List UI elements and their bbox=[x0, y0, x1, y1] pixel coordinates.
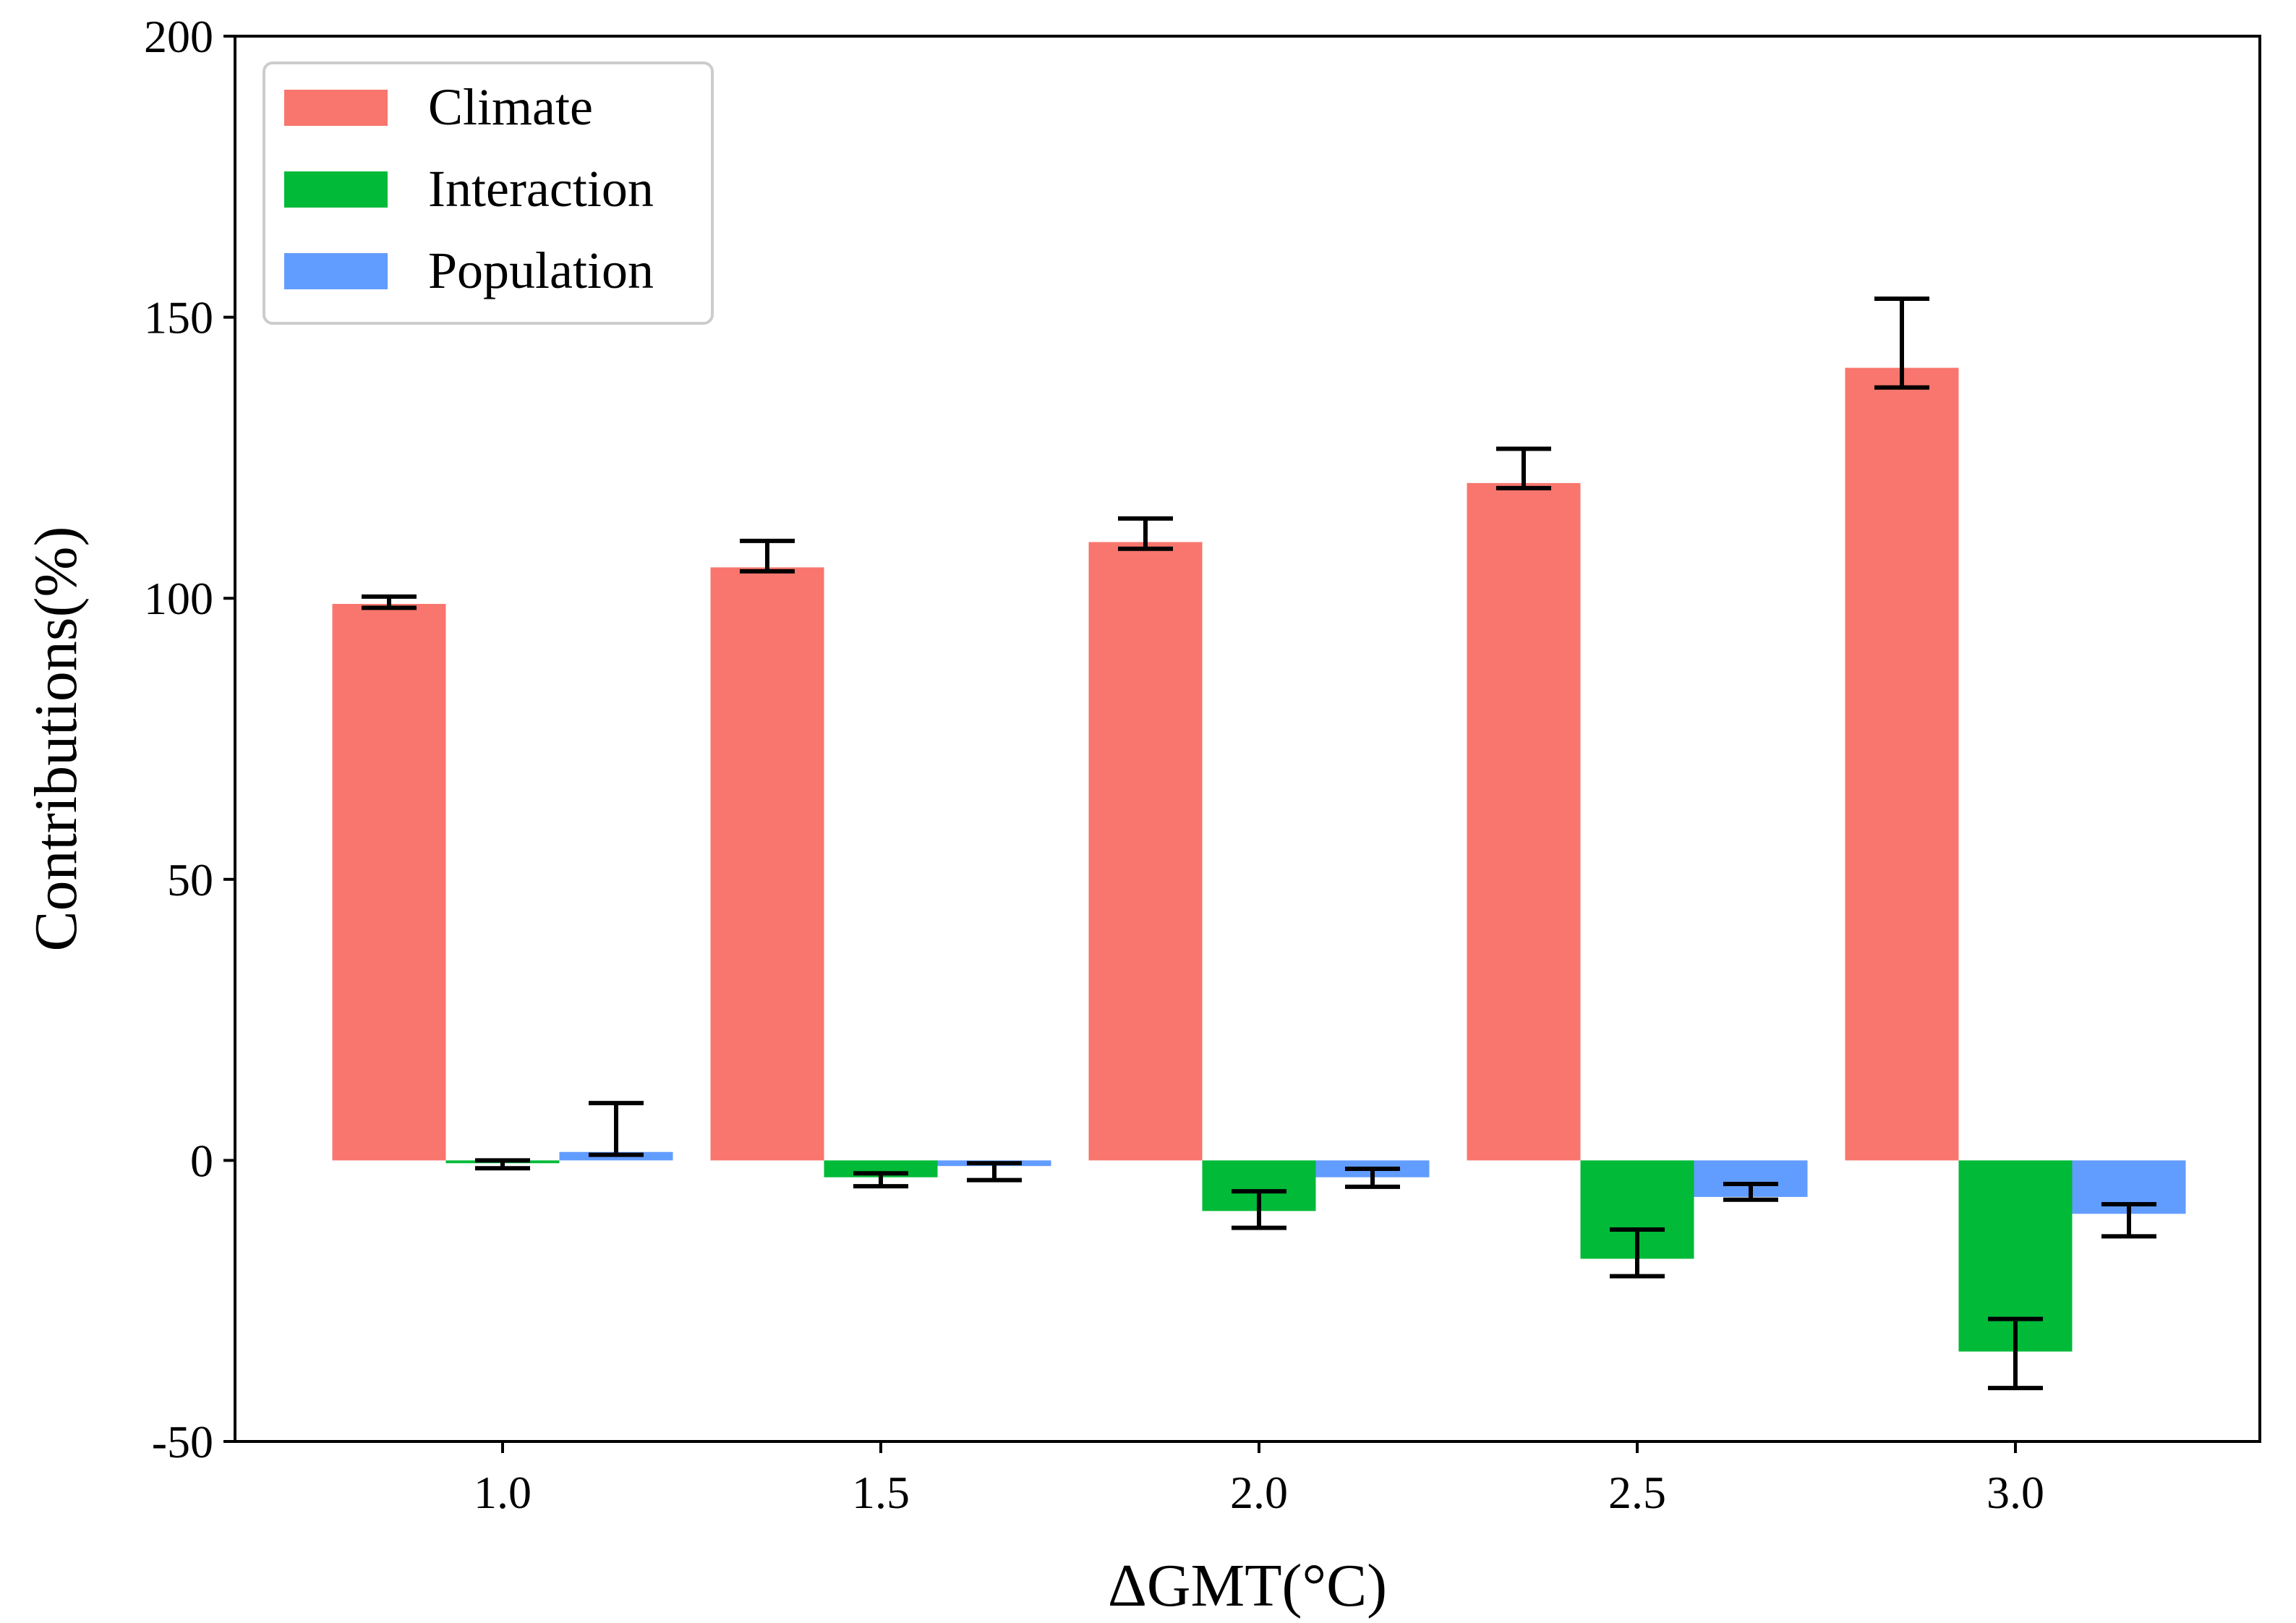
error-bar-population-1.0 bbox=[589, 1101, 644, 1157]
plot-frame bbox=[234, 35, 2261, 1443]
error-bar-interaction-1.0 bbox=[475, 1158, 530, 1171]
y-axis-title: Contributions(%) bbox=[22, 527, 90, 952]
error-bar-climate-1.5 bbox=[740, 538, 795, 574]
error-bar-climate-1.0 bbox=[362, 594, 417, 610]
error-bars-layer bbox=[362, 296, 2156, 1391]
error-bar-population-2.5 bbox=[1723, 1182, 1778, 1202]
bar-climate-1.0 bbox=[332, 603, 446, 1161]
error-bar-interaction-3.0 bbox=[1988, 1316, 2043, 1391]
error-bar-population-1.5 bbox=[967, 1161, 1022, 1183]
y-tick-label: -50 bbox=[152, 1416, 213, 1467]
y-tick-label: 50 bbox=[167, 854, 213, 906]
legend: Climate Interaction Population bbox=[263, 61, 714, 325]
legend-swatch-interaction bbox=[284, 171, 388, 208]
bar-climate-2.0 bbox=[1088, 542, 1203, 1161]
y-tick-label: 100 bbox=[144, 573, 213, 624]
bar-climate-3.0 bbox=[1845, 367, 1959, 1161]
x-axis: 1.0 1.5 2.0 2.5 3.0 bbox=[474, 1441, 2044, 1518]
error-bar-climate-2.0 bbox=[1118, 516, 1173, 551]
error-bar-interaction-1.5 bbox=[853, 1171, 908, 1189]
error-bar-population-2.0 bbox=[1345, 1167, 1400, 1189]
x-tick-label: 1.0 bbox=[474, 1467, 532, 1518]
error-bar-population-3.0 bbox=[2101, 1202, 2156, 1239]
x-tick-label: 2.5 bbox=[1608, 1467, 1666, 1518]
legend-label-interaction: Interaction bbox=[428, 160, 654, 218]
error-bar-interaction-2.5 bbox=[1610, 1227, 1665, 1279]
bar-climate-1.5 bbox=[710, 567, 824, 1161]
legend-swatch-population bbox=[284, 253, 388, 289]
y-tick-label: 200 bbox=[144, 11, 213, 62]
error-bar-climate-2.5 bbox=[1496, 446, 1551, 490]
bar-climate-2.5 bbox=[1467, 482, 1581, 1161]
y-axis: -50 0 50 100 150 200 bbox=[144, 11, 235, 1467]
error-bar-climate-3.0 bbox=[1874, 296, 1929, 390]
x-axis-title: ΔGMT(°C) bbox=[1108, 1552, 1387, 1619]
legend-label-population: Population bbox=[428, 242, 654, 299]
legend-label-climate: Climate bbox=[428, 78, 593, 136]
legend-swatch-climate bbox=[284, 90, 388, 126]
x-tick-label: 2.0 bbox=[1230, 1467, 1288, 1518]
x-tick-label: 3.0 bbox=[1986, 1467, 2044, 1518]
y-tick-label: 0 bbox=[190, 1135, 213, 1186]
x-tick-label: 1.5 bbox=[852, 1467, 910, 1518]
error-bar-interaction-2.0 bbox=[1232, 1189, 1286, 1230]
y-tick-label: 150 bbox=[144, 292, 213, 344]
bar-interaction-1.5 bbox=[824, 1160, 938, 1177]
bars-layer bbox=[332, 367, 2186, 1352]
